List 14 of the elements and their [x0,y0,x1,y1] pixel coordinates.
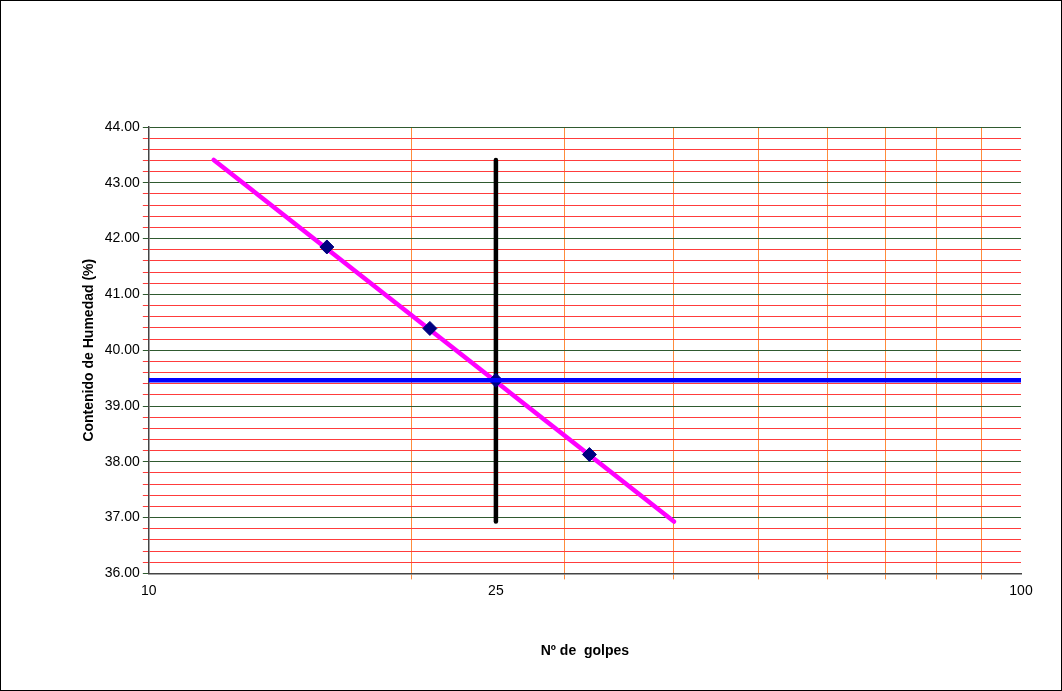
y-tick-label: 39.00 [104,396,141,413]
y-tick-label: 41.00 [104,285,141,302]
x-tick-label: 25 [488,581,504,598]
x-tick-label: 10 [141,581,157,598]
x-tick-label: 100 [1009,581,1033,598]
y-tick-label: 38.00 [104,452,141,469]
y-tick-label: 40.00 [104,341,141,358]
x-axis-title: Nº de golpes [540,642,630,659]
y-tick-label: 42.00 [104,229,141,246]
y-tick-label: 36.00 [104,564,141,581]
y-axis-title: Contenido de Humedad (%) [80,258,97,442]
y-tick-label: 43.00 [104,173,141,190]
y-tick-label: 37.00 [104,508,141,525]
y-tick-label: 44.00 [104,117,141,134]
